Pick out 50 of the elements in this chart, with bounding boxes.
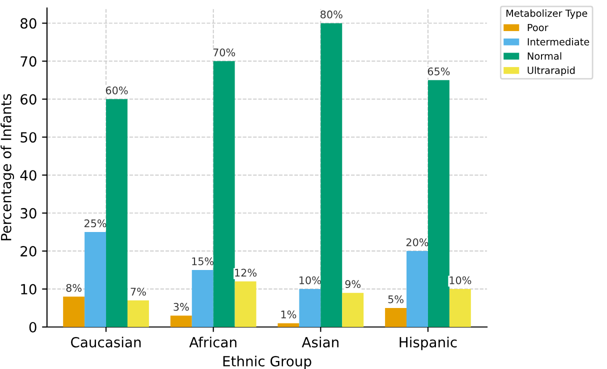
data-label: 1%: [281, 310, 296, 318]
data-label: 12%: [235, 268, 257, 277]
y-axis-title: Percentage of Infants: [0, 94, 14, 240]
bar: [234, 281, 256, 327]
y-tick-label: 80: [20, 18, 36, 29]
bar: [385, 308, 407, 327]
bar: [449, 289, 471, 327]
y-tick-label: 50: [20, 132, 36, 143]
y-tick-label: 30: [20, 208, 36, 219]
data-label: 80%: [320, 10, 342, 18]
x-tick-label: Hispanic: [400, 336, 457, 350]
data-label: 20%: [406, 238, 428, 246]
data-label: 65%: [428, 67, 450, 76]
data-label: 7%: [130, 288, 146, 296]
x-tick-label: Caucasian: [71, 336, 141, 348]
bar: [192, 270, 214, 327]
y-tick-label: 40: [20, 170, 36, 181]
data-label: 5%: [388, 295, 404, 304]
bar: [299, 289, 321, 327]
data-label: 60%: [106, 86, 128, 94]
x-tick-label: African: [189, 336, 236, 348]
bar: [106, 99, 128, 327]
bar: [342, 292, 364, 327]
bar: [428, 80, 450, 327]
bar: [127, 300, 149, 327]
legend-label: Intermediate: [528, 38, 590, 46]
bar: [213, 61, 235, 327]
x-axis-title: Ethnic Group: [223, 356, 312, 369]
data-label: 15%: [192, 257, 214, 266]
bar: [278, 323, 300, 327]
data-label: 3%: [174, 302, 189, 311]
data-label: 9%: [345, 280, 361, 288]
y-tick-label: 70: [20, 56, 36, 67]
bar: [84, 232, 106, 327]
x-tick-label: Asian: [302, 336, 338, 348]
y-tick-label: 0: [29, 322, 36, 332]
legend-label: Poor: [528, 24, 548, 32]
y-tick-label: 60: [20, 94, 36, 105]
bar: [406, 251, 428, 327]
y-tick-label: 20: [20, 246, 36, 257]
data-label: 10%: [450, 276, 472, 284]
y-tick-label: 10: [21, 284, 36, 294]
data-label: 8%: [66, 284, 82, 292]
legend-title: Metabolizer Type: [506, 9, 588, 19]
bar: [170, 316, 192, 327]
legend-label: Normal: [528, 52, 562, 60]
bar: [63, 296, 85, 327]
bar: [320, 23, 342, 327]
data-label: 70%: [213, 48, 236, 56]
legend-label: Ultrarapid: [528, 66, 575, 76]
